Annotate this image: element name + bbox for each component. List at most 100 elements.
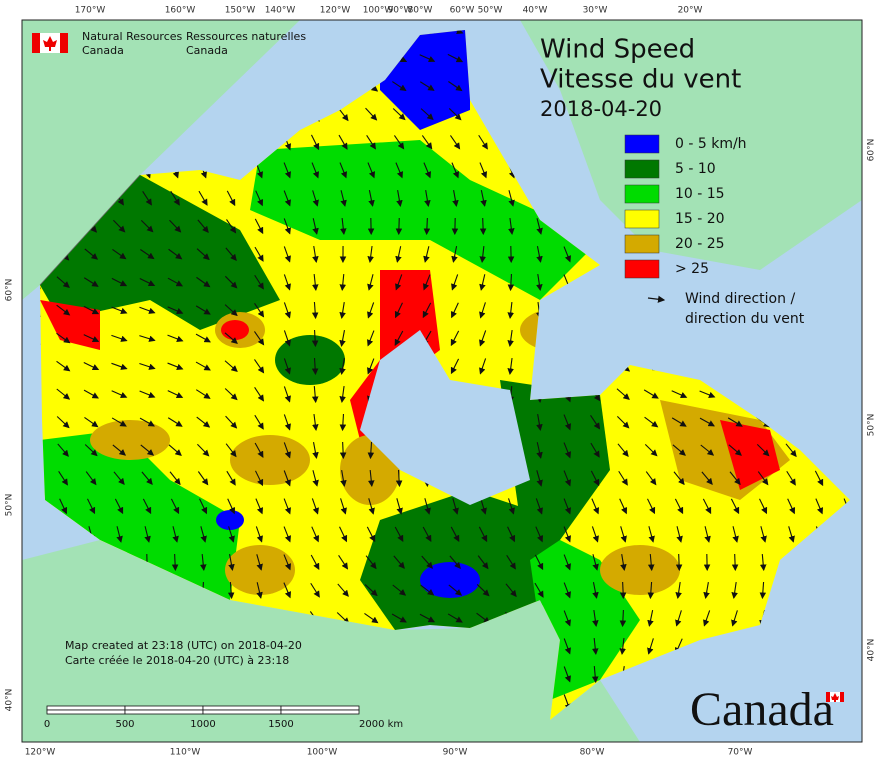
wind-arrow xyxy=(506,554,516,570)
wind-arrow xyxy=(226,190,236,207)
legend-swatch xyxy=(624,259,660,279)
wind-arrow xyxy=(592,610,599,628)
wind-arrow xyxy=(536,470,543,487)
graticule-label: 20°W xyxy=(678,6,703,16)
wind-arrow xyxy=(591,665,599,684)
wind-arrow xyxy=(111,362,128,370)
wind-arrow xyxy=(787,498,796,515)
wind-arrow xyxy=(618,470,628,486)
wind-arrow xyxy=(478,134,488,150)
wind-arrow xyxy=(111,277,128,287)
wind-arrow xyxy=(58,471,68,486)
wind-arrow xyxy=(140,249,155,260)
credits: Map created at 23:18 (UTC) on 2018-04-20… xyxy=(65,639,302,667)
wind-arrow xyxy=(338,134,348,150)
wind-arrow xyxy=(310,554,320,571)
wind-arrow xyxy=(590,415,601,430)
wind-arrow xyxy=(224,360,238,372)
flag-bar xyxy=(60,33,68,53)
wind-arrow xyxy=(480,498,487,515)
wind-arrow xyxy=(139,335,156,342)
wind-zone xyxy=(360,490,560,630)
wind-arrow xyxy=(283,218,291,235)
graticule-label: 110°W xyxy=(170,748,201,758)
wind-arrow xyxy=(591,637,599,656)
wind-arrow xyxy=(283,162,291,179)
wind-arrow xyxy=(423,274,431,291)
wind-arrow xyxy=(422,302,432,319)
wind-arrow xyxy=(283,498,291,515)
wind-arrow xyxy=(421,555,433,569)
wind-arrow xyxy=(140,444,155,456)
wind-arrow xyxy=(339,330,346,347)
wind-arrow xyxy=(256,554,263,571)
wind-arrow xyxy=(112,248,127,260)
wind-arrow xyxy=(254,387,265,402)
wind-arrow xyxy=(648,526,655,543)
wind-arrow xyxy=(619,581,627,600)
wind-arrow xyxy=(283,582,292,599)
wind-arrow xyxy=(142,498,152,515)
wind-arrow xyxy=(367,245,374,264)
wind-arrow xyxy=(451,274,459,291)
wind-arrow xyxy=(620,554,627,571)
wind-arrow xyxy=(283,386,291,403)
wind-zone xyxy=(500,380,610,540)
wind-arrow xyxy=(195,389,211,399)
wind-arrow xyxy=(619,609,627,628)
wind-arrow xyxy=(283,554,291,571)
wind-arrow xyxy=(196,276,211,288)
graticule-label: 50°W xyxy=(478,6,503,16)
wind-arrow xyxy=(364,584,378,597)
wind-arrow xyxy=(311,357,319,376)
legend-label: 0 - 5 km/h xyxy=(675,136,747,152)
wind-arrow xyxy=(536,414,543,431)
wind-arrow xyxy=(167,306,184,315)
scale-label: 2000 km xyxy=(359,719,403,730)
wind-arrow xyxy=(535,498,543,515)
wind-arrow xyxy=(814,470,824,487)
graticule-label: 60°N xyxy=(5,279,15,302)
wind-arrow xyxy=(197,471,209,486)
wind-arrow xyxy=(312,413,319,432)
wind-arrow xyxy=(142,190,152,206)
wind-arrow xyxy=(311,329,319,348)
wind-arrow xyxy=(563,666,571,683)
wind-arrow xyxy=(255,190,264,207)
wind-arrow xyxy=(254,414,264,430)
wind-arrow xyxy=(419,54,436,63)
canada-wordmark: Canada xyxy=(690,683,844,736)
wind-arrow xyxy=(643,389,659,399)
wind-arrow xyxy=(447,30,464,34)
graticule-label: 90°W xyxy=(443,748,468,758)
wind-arrow xyxy=(368,190,375,207)
wind-arrow xyxy=(396,498,403,515)
wind-arrow xyxy=(449,135,461,150)
wind-arrow xyxy=(339,358,346,375)
wind-arrow xyxy=(139,278,156,287)
wind-arrow xyxy=(619,637,626,656)
wind-zone xyxy=(600,545,680,595)
wind-arrow xyxy=(423,246,430,263)
agency-en: Natural Resources xyxy=(82,30,183,43)
agency-fr: Ressources naturelles xyxy=(186,30,306,43)
flag-bar xyxy=(32,33,40,53)
wind-arrow xyxy=(111,334,128,342)
wind-arrow xyxy=(225,415,238,429)
graticule-label: 60°N xyxy=(867,139,877,162)
wind-arrow xyxy=(310,582,320,598)
wind-arrow xyxy=(591,526,599,543)
wind-arrow xyxy=(477,555,489,570)
wind-arrow xyxy=(756,444,770,457)
title: Wind Speed xyxy=(540,35,695,65)
wind-arrow xyxy=(391,613,407,623)
hudson-bay xyxy=(360,330,530,505)
wind-arrow xyxy=(671,390,688,399)
wind-arrow xyxy=(732,526,739,543)
wind-arrow xyxy=(83,334,100,343)
land-usa xyxy=(22,540,640,742)
wind-arrow xyxy=(644,444,658,457)
wind-arrow xyxy=(339,413,347,432)
scale-label: 1000 xyxy=(190,719,215,730)
graticule-label: 120°W xyxy=(25,748,56,758)
